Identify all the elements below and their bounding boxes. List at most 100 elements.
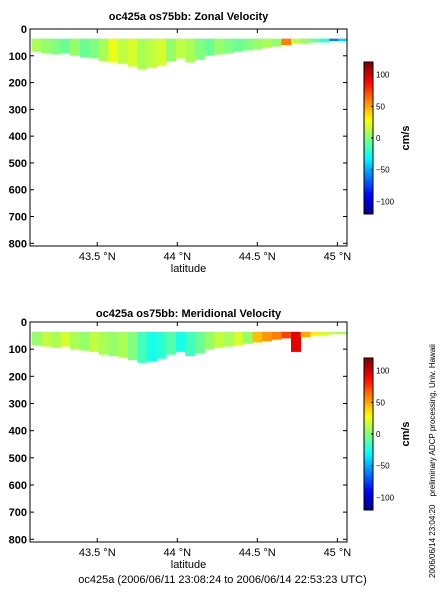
colorbar-swatch (364, 74, 373, 79)
colorbar-swatch (364, 421, 373, 425)
velocity-cell (89, 38, 100, 59)
colorbar-swatch (364, 427, 373, 432)
colorbar-swatch (364, 377, 373, 381)
colorbar-swatch (364, 440, 373, 444)
colorbar-swatch (364, 386, 373, 391)
velocity-cell (262, 331, 273, 341)
y-tick-label: 300 (9, 398, 27, 410)
colorbar-swatch (364, 367, 373, 372)
colorbar-swatch (364, 77, 373, 82)
colorbar-label: cm/s (400, 125, 412, 150)
colorbar-swatch (364, 358, 373, 362)
colorbar-swatch (364, 150, 373, 155)
colorbar-swatch (364, 468, 373, 473)
colorbar-swatch (364, 166, 373, 171)
colorbar-swatch (364, 459, 373, 463)
colorbar-tick-label: 100 (376, 71, 390, 80)
velocity-cell (70, 331, 80, 350)
velocity-cell (194, 331, 205, 354)
colorbar-tick-label: −100 (376, 493, 395, 502)
velocity-cell (166, 38, 177, 62)
colorbar-swatch (364, 138, 373, 142)
x-axis-label: latitude (171, 559, 206, 571)
velocity-cell (281, 331, 292, 339)
velocity-cell (108, 331, 119, 356)
colorbar-tick-label: −50 (376, 462, 390, 471)
colorbar-swatch (364, 93, 373, 98)
colorbar-swatch (364, 380, 373, 384)
velocity-cell (338, 331, 348, 335)
colorbar-swatch (364, 188, 373, 193)
colorbar-swatch (364, 494, 373, 498)
colorbar-tick-label: 0 (376, 430, 381, 439)
velocity-cell (166, 331, 177, 355)
colorbar-swatch (364, 179, 373, 183)
velocity-cell (79, 331, 90, 351)
velocity-cell (156, 38, 167, 66)
y-tick-label: 800 (9, 238, 27, 250)
velocity-cell (127, 38, 138, 67)
colorbar-swatch (364, 68, 373, 72)
velocity-cell (319, 331, 330, 336)
colorbar-tick-label: −50 (376, 166, 390, 175)
y-tick-label: 200 (9, 371, 27, 383)
velocity-cell (70, 38, 80, 56)
colorbar-swatch (364, 424, 373, 429)
colorbar-swatch (364, 449, 373, 454)
velocity-cell (233, 331, 244, 346)
colorbar-tick-label: −100 (376, 197, 395, 206)
colorbar-swatch (364, 119, 373, 123)
colorbar-tick-label: 50 (376, 102, 385, 111)
plot-frame (29, 321, 348, 543)
velocity-cell (31, 38, 42, 52)
colorbar-swatch (364, 204, 373, 209)
colorbar-swatch (364, 500, 373, 505)
colorbar-swatch (364, 415, 373, 419)
colorbar-swatch (364, 134, 373, 139)
x-tick-label: 43.5 °N (79, 251, 116, 263)
colorbar-swatch (364, 195, 373, 199)
colorbar-swatch (364, 163, 373, 167)
y-tick-label: 500 (9, 158, 27, 170)
colorbar-swatch (364, 396, 373, 400)
colorbar: −100 −50 0 50 100 cm/s (363, 357, 412, 511)
colorbar-swatch (364, 71, 373, 76)
y-tick-label: 0 (21, 317, 27, 329)
y-tick-label: 800 (9, 534, 27, 546)
processing-timestamp: 2006/06/14 23:04:20 (428, 504, 437, 578)
colorbar-swatch (364, 497, 373, 501)
colorbar-swatch (364, 160, 373, 164)
velocity-cell (223, 38, 234, 54)
colorbar-tick-label: 0 (376, 134, 381, 143)
cruise-time-range: oc425a (2006/06/11 23:08:24 to 2006/06/1… (78, 574, 367, 586)
colorbar-swatch (364, 456, 373, 460)
velocity-cell (89, 331, 100, 352)
velocity-cell (329, 38, 339, 41)
colorbar-swatch (364, 182, 373, 186)
colorbar-swatch (364, 147, 373, 152)
velocity-panel: oc425a os75bb: Zonal Velocity 43.5 °N 44 °… (9, 11, 412, 275)
processing-credit: 2006/06/14 23:04:20 preliminary ADCP pro… (428, 338, 437, 578)
x-tick-label: 45 °N (324, 251, 352, 263)
colorbar-swatch (364, 402, 373, 406)
x-tick-label: 44 °N (163, 251, 191, 263)
y-tick-label: 400 (9, 131, 27, 143)
colorbar-swatch (364, 491, 373, 495)
colorbar-swatch (364, 125, 373, 129)
colorbar-tick-label: 100 (376, 367, 390, 376)
x-tick-label: 43.5 °N (79, 547, 116, 559)
colorbar-swatch (364, 443, 373, 448)
velocity-cell (185, 331, 196, 356)
velocity-cell (214, 331, 225, 348)
velocity-cell (262, 38, 273, 48)
colorbar-swatch (364, 198, 373, 202)
colorbar-swatch (364, 437, 373, 441)
velocity-cell (214, 38, 225, 55)
velocity-cell (98, 331, 109, 355)
y-tick-label: 500 (9, 453, 27, 465)
velocity-cell (291, 38, 301, 44)
colorbar-swatch (364, 405, 373, 410)
velocity-cell (185, 38, 196, 63)
colorbar-swatch (364, 434, 373, 438)
velocity-cell (242, 331, 253, 344)
